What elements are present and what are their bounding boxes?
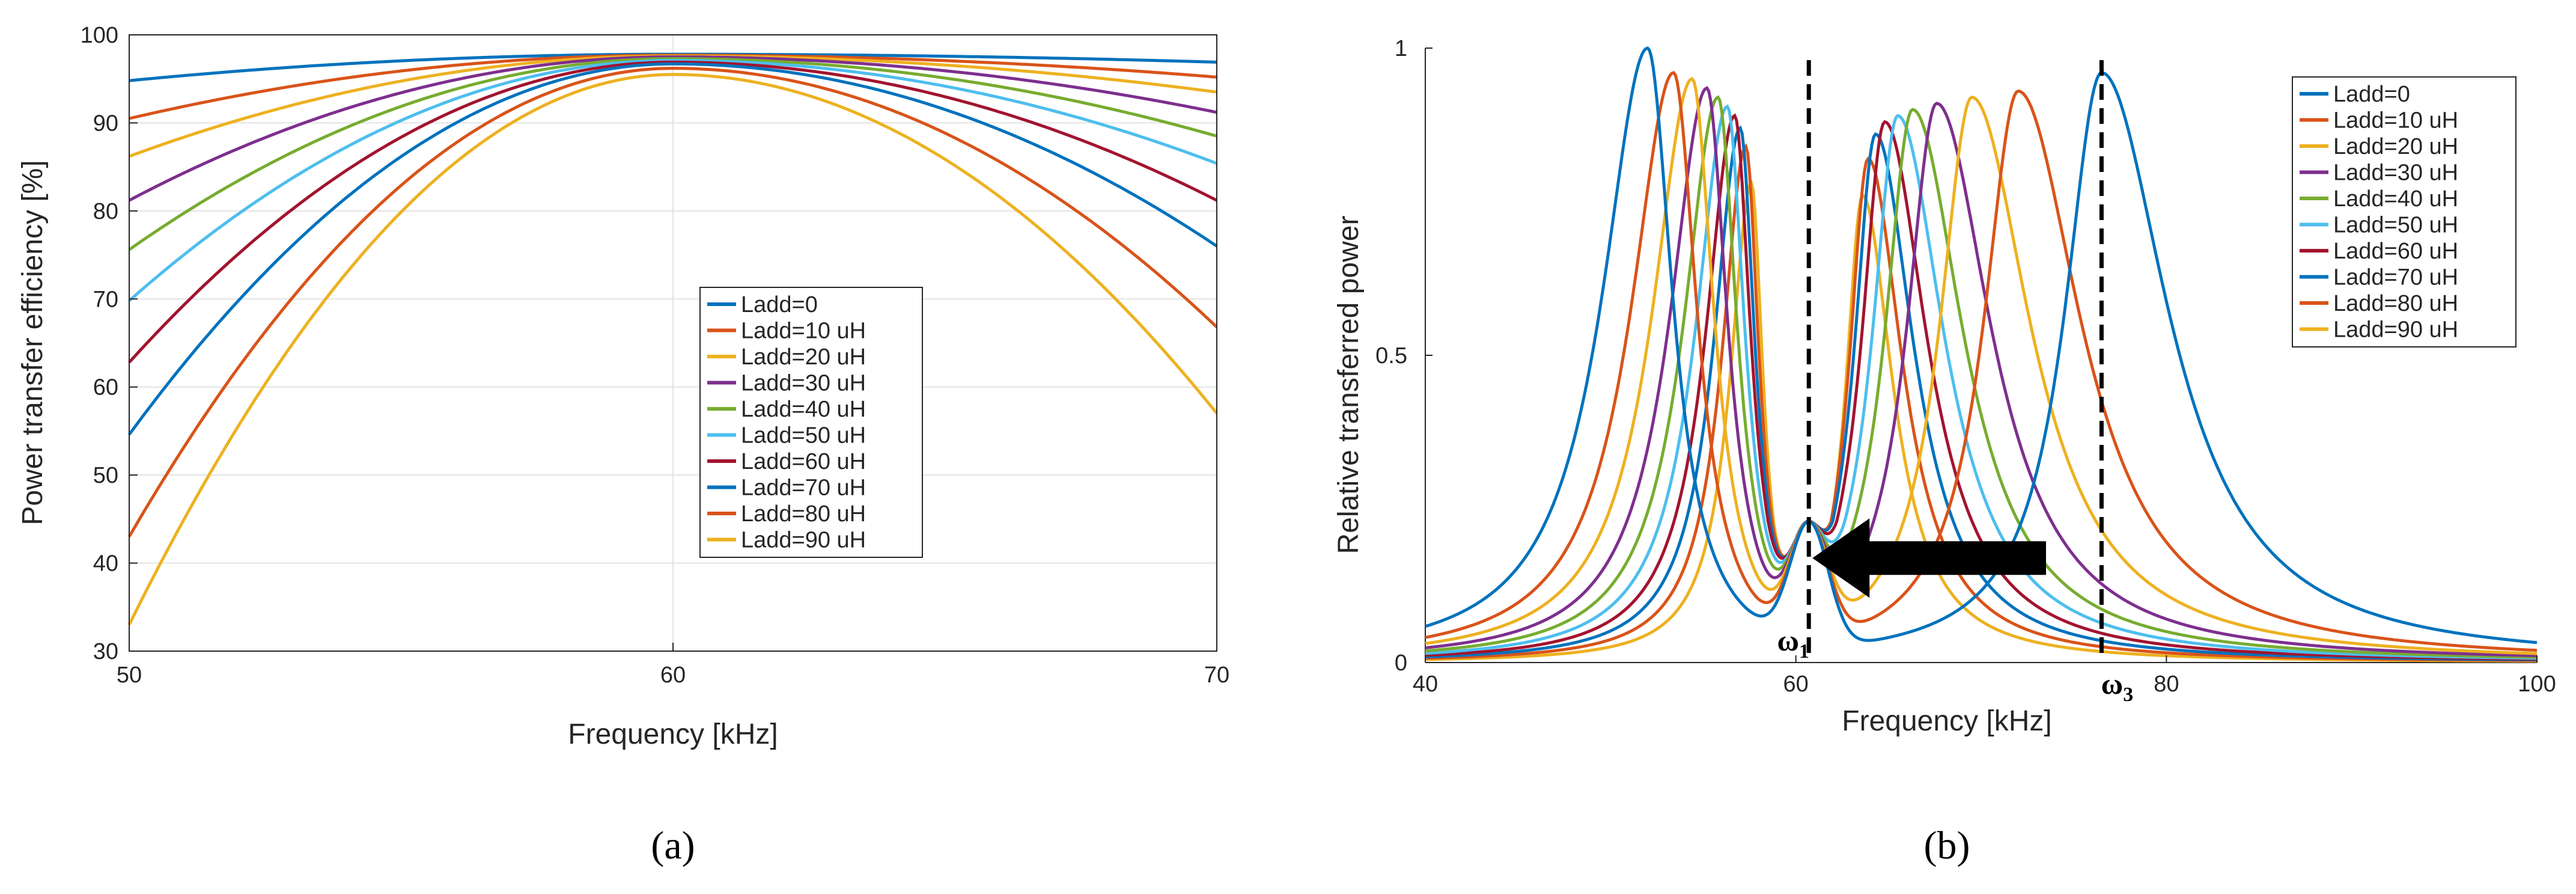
y-tick-label-b: 1 (1395, 36, 1407, 61)
legend-label-b: Ladd=30 uH (2333, 161, 2458, 186)
caption-a: (a) (651, 824, 695, 868)
series-line-b (1425, 104, 2538, 660)
legend-label-a: Ladd=50 uH (741, 423, 866, 449)
legend-label-b: Ladd=40 uH (2333, 186, 2458, 212)
legend-label-a: Ladd=10 uH (741, 319, 866, 344)
legend-label-a: Ladd=70 uH (741, 476, 866, 501)
series-line-b (1425, 95, 2538, 659)
x-tick-label-a: 50 (117, 663, 142, 688)
marker-label-omega3: ω3 (2101, 667, 2134, 706)
series-line-a (128, 59, 1217, 302)
y-tick-label-b: 0.5 (1375, 343, 1407, 369)
legend-label-b: Ladd=90 uH (2333, 317, 2458, 343)
omega-subscript: 3 (2123, 684, 2133, 706)
legend-label-a: Ladd=80 uH (741, 501, 866, 527)
ticks-b: 40 60 80 100 0 0.5 1 (1375, 36, 2556, 697)
x-tick-label-a: 60 (660, 663, 686, 688)
x-tick-label-b: 40 (1413, 672, 1438, 697)
y-tick-label-a: 90 (93, 111, 118, 136)
series-lines-b (1425, 46, 2538, 663)
legend-label-a: Ladd=30 uH (741, 371, 866, 396)
y-tick-label-a: 70 (93, 287, 118, 312)
y-tick-label-a: 80 (93, 199, 118, 224)
ticks-a: 50 60 70 30 40 50 60 70 80 90 100 (81, 23, 1230, 688)
legend-label-a: Ladd=0 (741, 292, 818, 317)
legend-box-a (699, 287, 923, 558)
caption-b: (b) (1924, 824, 1970, 868)
legend-label-b: Ladd=20 uH (2333, 134, 2458, 159)
series-line-a (127, 67, 1218, 537)
series-lines-a (127, 52, 1218, 626)
marker-label-omega1: ω1 (1777, 623, 1809, 663)
y-axis-label-a: Power transfer efficiency [%] (17, 160, 49, 525)
legend-box-b (2292, 76, 2517, 347)
x-axis-label-b: Frequency [kHz] (1842, 705, 2051, 737)
x-tick-label-a: 70 (1204, 663, 1229, 688)
omega-symbol: ω (2101, 667, 2124, 700)
series-line-a (128, 60, 1218, 364)
y-tick-label-b: 0 (1395, 651, 1407, 676)
y-axis-label-b: Relative transferred power (1333, 216, 1365, 554)
y-tick-label-a: 50 (93, 463, 118, 488)
legend-label-a: Ladd=40 uH (741, 397, 866, 422)
x-axis-label-a: Frequency [kHz] (568, 718, 778, 750)
x-tick-label-b: 80 (2154, 672, 2179, 697)
legend-label-a: Ladd=90 uH (741, 528, 866, 553)
legend-label-b: Ladd=0 (2333, 82, 2410, 107)
y-tick-label-a: 100 (81, 23, 118, 48)
y-tick-label-a: 30 (93, 639, 118, 664)
legend-label-b: Ladd=70 uH (2333, 265, 2458, 290)
series-line-a (128, 55, 1217, 202)
series-line-b (1425, 113, 2537, 661)
y-tick-label-a: 60 (93, 375, 118, 400)
legend-label-a: Ladd=20 uH (741, 344, 866, 370)
shift-arrow (1812, 518, 2046, 598)
legend-label-b: Ladd=10 uH (2333, 108, 2458, 133)
series-line-a (128, 57, 1217, 251)
series-line-a (127, 62, 1218, 436)
y-tick-label-a: 40 (93, 551, 118, 577)
legend-label-b: Ladd=80 uH (2333, 291, 2458, 316)
series-line-a (127, 73, 1218, 626)
legend-label-a: Ladd=60 uH (741, 449, 866, 474)
series-line-b (1425, 46, 2538, 644)
series-line-b (1425, 86, 2538, 658)
x-tick-label-b: 60 (1783, 672, 1809, 697)
legend-label-b: Ladd=50 uH (2333, 213, 2458, 238)
x-tick-label-b: 100 (2518, 672, 2556, 697)
omega-subscript: 1 (1799, 640, 1809, 663)
legend-label-b: Ladd=60 uH (2333, 239, 2458, 264)
omega-symbol: ω (1777, 623, 1799, 657)
series-line-b (1425, 76, 2538, 655)
series-line-b (1425, 70, 2538, 652)
